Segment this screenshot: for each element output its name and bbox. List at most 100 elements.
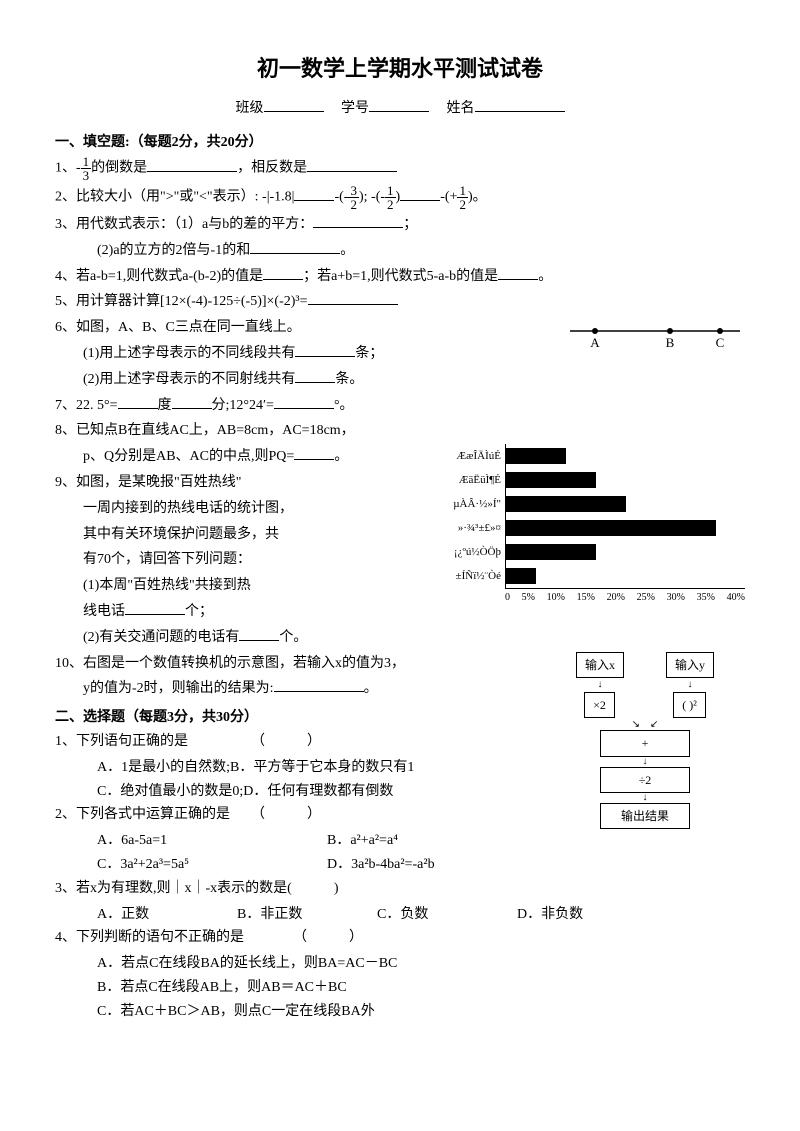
q9-text2: 一周内接到的热线电话的统计图， bbox=[83, 501, 293, 516]
q8-text1: 8、已知点B在直线AC上，AB=8cm，AC=18cm， bbox=[55, 423, 355, 438]
q9-text5: (1)本周"百姓热线"共接到热 bbox=[83, 578, 251, 593]
s2q2-d: D．3a²b-4ba²=-a²b bbox=[327, 853, 435, 877]
q7-blank3[interactable] bbox=[274, 395, 334, 409]
q7-blank2[interactable] bbox=[172, 395, 212, 409]
q3-2: (2)a的立方的2倍与-1的和。 bbox=[55, 239, 745, 263]
q3-blank2[interactable] bbox=[250, 240, 340, 254]
q10-text1: 10、右图是一个数值转换机的示意图，若输入x的值为3， bbox=[55, 656, 405, 671]
q7-text4: °。 bbox=[334, 398, 354, 413]
s2q4-a: A．若点C在线段BA的延长线上，则BA=AC－BC bbox=[97, 952, 745, 976]
flow-op2: ( )² bbox=[673, 692, 706, 718]
q9-text3: 其中有关环境保护问题最多，共 bbox=[83, 527, 279, 542]
q3-blank1[interactable] bbox=[313, 214, 403, 228]
name-blank[interactable] bbox=[475, 98, 565, 112]
q9-7: (2)有关交通问题的电话有 个。 bbox=[55, 626, 745, 650]
q1-prefix: 1、 bbox=[55, 161, 76, 176]
q7-text2: 度 bbox=[158, 398, 172, 413]
q8-text3: 。 bbox=[334, 449, 348, 464]
q1-text1: 的倒数是 bbox=[91, 161, 147, 176]
q6-text2: (1)用上述字母表示的不同线段共有 bbox=[83, 346, 295, 361]
q9-blank2[interactable] bbox=[239, 627, 279, 641]
name-label: 姓名 bbox=[447, 101, 475, 116]
q7-text1: 7、22. 5°= bbox=[55, 398, 118, 413]
s2q1: 1、下列语句正确的是 （ ） bbox=[55, 730, 745, 754]
q3-text4: 。 bbox=[340, 243, 354, 258]
s2q3-a: A．正数 bbox=[97, 903, 207, 927]
q2-text5: -(+ bbox=[440, 190, 457, 205]
q4: 4、若a-b=1,则代数式a-(b-2)的值是 ；若a+b=1,则代数式5-a-b… bbox=[55, 265, 745, 289]
s2q4: 4、下列判断的语句不正确的是 （ ） bbox=[55, 926, 745, 950]
q2-blank1[interactable] bbox=[294, 187, 334, 201]
s2q3: 3、若x为有理数,则｜x｜-x表示的数是( ) bbox=[55, 877, 745, 901]
student-info: 班级 学号 姓名 bbox=[55, 97, 745, 121]
q4-text2: ；若a+b=1,则代数式5-a-b的值是 bbox=[303, 269, 498, 284]
id-blank[interactable] bbox=[369, 98, 429, 112]
q6-blank2[interactable] bbox=[295, 369, 335, 383]
s2q2-b: B．a²+a²=a⁴ bbox=[327, 829, 398, 853]
q2-text3: ); -(- bbox=[359, 190, 385, 205]
flow-div: ÷2 bbox=[600, 767, 690, 793]
s2q4-text: 4、下列判断的语句不正确的是 （ ） bbox=[55, 930, 363, 945]
s2q4-b: B．若点C在线段AB上，则AB＝AC＋BC bbox=[97, 976, 745, 1000]
q4-text1: 4、若a-b=1,则代数式a-(b-2)的值是 bbox=[55, 269, 263, 284]
q9-5: (1)本周"百姓热线"共接到热 bbox=[55, 574, 745, 598]
q1-blank2[interactable] bbox=[307, 158, 397, 172]
q3-text1: 3、用代数式表示：（1）a与b的差的平方： bbox=[55, 217, 313, 232]
q9-text7: 个； bbox=[185, 604, 213, 619]
s2q3-options: A．正数 B．非正数 C．负数 D．非负数 bbox=[55, 903, 745, 927]
q6-text4: (2)用上述字母表示的不同射线共有 bbox=[83, 372, 295, 387]
q1-blank1[interactable] bbox=[147, 158, 237, 172]
q6-2: (2)用上述字母表示的不同射线共有 条。 bbox=[55, 368, 745, 392]
q5: 5、用计算器计算[12×(-4)-125÷(-5)]×(-2)³= bbox=[55, 290, 745, 314]
q10-blank[interactable] bbox=[274, 678, 364, 692]
q9-text9: 个。 bbox=[279, 630, 307, 645]
s2q3-text: 3、若x为有理数,则｜x｜-x表示的数是( ) bbox=[55, 881, 339, 896]
q9-6: 线电话 个； bbox=[55, 600, 745, 624]
s2q2-a: A．6a-5a=1 bbox=[97, 829, 297, 853]
q2-text6: )。 bbox=[468, 190, 487, 205]
q9-1: 9、如图，是某晚报"百姓热线" bbox=[55, 471, 745, 495]
q7-blank1[interactable] bbox=[118, 395, 158, 409]
section1-title: 一、填空题:（每题2分，共20分） bbox=[55, 131, 745, 155]
q9-text6: 线电话 bbox=[83, 604, 125, 619]
q9-4: 有70个，请回答下列问题： bbox=[55, 548, 745, 572]
s2q4-options: A．若点C在线段BA的延长线上，则BA=AC－BC B．若点C在线段AB上，则A… bbox=[55, 952, 745, 1023]
s2q2-text: 2、下列各式中运算正确的是 （ ） bbox=[55, 807, 321, 822]
q8-text2: p、Q分别是AB、AC的中点,则PQ= bbox=[83, 449, 294, 464]
class-blank[interactable] bbox=[264, 98, 324, 112]
q9-2: 一周内接到的热线电话的统计图， bbox=[55, 497, 745, 521]
q9-text8: (2)有关交通问题的电话有 bbox=[83, 630, 239, 645]
s2q2: 2、下列各式中运算正确的是 （ ） bbox=[55, 803, 745, 827]
q6-blank1[interactable] bbox=[295, 343, 355, 357]
q4-blank1[interactable] bbox=[263, 266, 303, 280]
q4-text3: 。 bbox=[538, 269, 552, 284]
bar-row: ÆæÎÄÌúÉ bbox=[425, 444, 745, 468]
s2q3-b: B．非正数 bbox=[237, 903, 347, 927]
s2q4-c: C．若AC＋BC＞AB，则点C一定在线段BA外 bbox=[97, 1000, 745, 1024]
flow-input-x: 输入x bbox=[576, 652, 624, 678]
class-label: 班级 bbox=[236, 101, 264, 116]
q7-text3: 分;12°24′= bbox=[212, 398, 274, 413]
page-title: 初一数学上学期水平测试试卷 bbox=[55, 50, 745, 87]
q2-text2: -(- bbox=[334, 190, 348, 205]
q2: 2、比较大小（用">"或"<"表示）: -|-1.8|-(-32); -(-12… bbox=[55, 184, 745, 211]
id-label: 学号 bbox=[341, 101, 369, 116]
q9-text1: 9、如图，是某晚报"百姓热线" bbox=[55, 475, 241, 490]
q6-text1: 6、如图，A、B、C三点在同一直线上。 bbox=[55, 320, 301, 335]
q6: 6、如图，A、B、C三点在同一直线上。 A B C bbox=[55, 316, 745, 340]
s2q2-options: A．6a-5a=1 B．a²+a²=a⁴ C．3a²+2a³=5a⁵ D．3a²… bbox=[55, 829, 745, 877]
q4-blank2[interactable] bbox=[498, 266, 538, 280]
q8: 8、已知点B在直线AC上，AB=8cm，AC=18cm， bbox=[55, 419, 745, 443]
q9-text4: 有70个，请回答下列问题： bbox=[83, 552, 251, 567]
s2q2-c: C．3a²+2a³=5a⁵ bbox=[97, 853, 297, 877]
q1: 1、-13的倒数是，相反数是 bbox=[55, 155, 745, 182]
q2-blank2[interactable] bbox=[400, 187, 440, 201]
s2q3-c: C．负数 bbox=[377, 903, 487, 927]
q9-blank1[interactable] bbox=[125, 601, 185, 615]
q8-q9-container: 8、已知点B在直线AC上，AB=8cm，AC=18cm， p、Q分别是AB、AC… bbox=[55, 419, 745, 649]
q8-blank[interactable] bbox=[294, 446, 334, 460]
s2q3-d: D．非负数 bbox=[517, 903, 583, 927]
q5-blank[interactable] bbox=[308, 291, 398, 305]
flow-op1: ×2 bbox=[584, 692, 615, 718]
q6-text5: 条。 bbox=[335, 372, 363, 387]
